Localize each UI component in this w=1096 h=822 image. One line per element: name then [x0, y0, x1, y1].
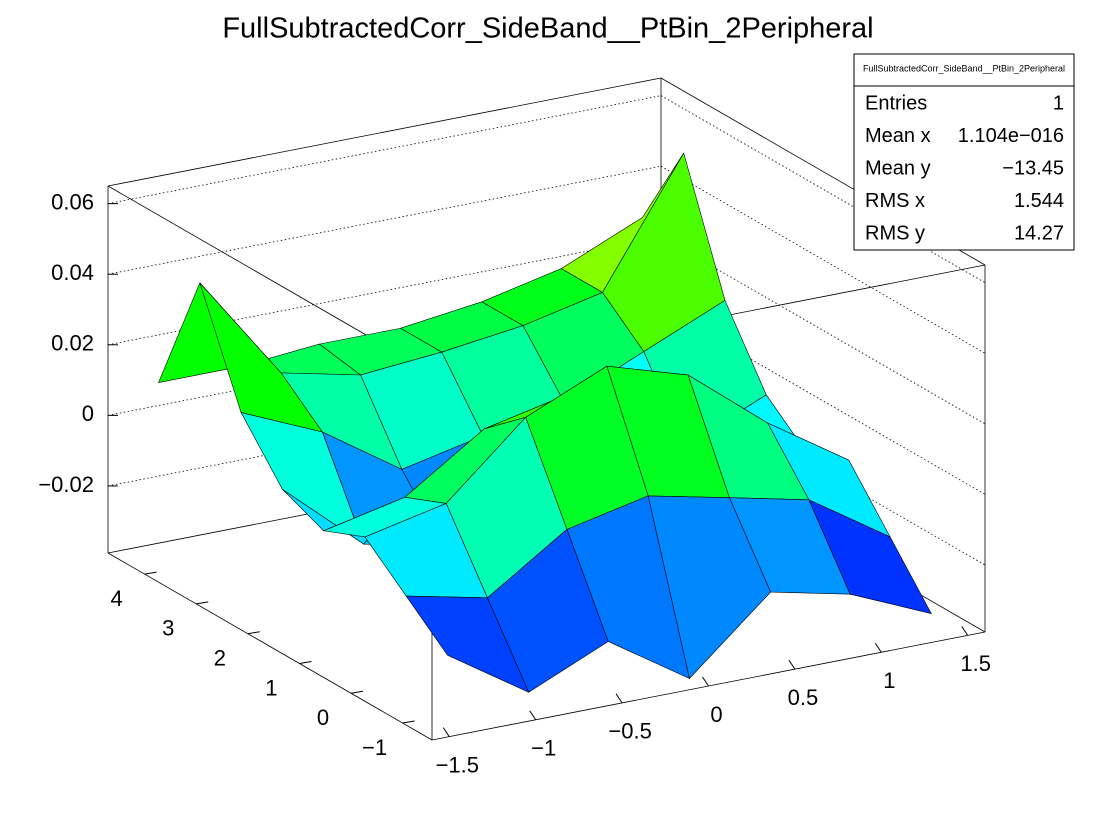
y-tick-label: 1: [265, 675, 277, 700]
x-tick-label: 1.5: [960, 651, 991, 676]
stats-label: RMS x: [865, 190, 925, 212]
stats-box: [853, 53, 1075, 251]
stats-label: Mean y: [865, 157, 931, 179]
box-edge: [107, 77, 662, 187]
z-tick-label: 0.02: [51, 331, 94, 356]
x-tick: [702, 676, 709, 687]
box-edge: [107, 552, 433, 741]
stats-value: 14.27: [1014, 222, 1064, 244]
stats-value: −13.45: [1002, 157, 1064, 179]
z-tick-label: 0.04: [51, 260, 94, 285]
x-tick-label: 0: [710, 702, 722, 727]
y-tick-label: 0: [317, 705, 329, 730]
stats-value: 1.544: [1014, 190, 1064, 212]
surface-cell: [405, 595, 530, 693]
y-tick-label: 4: [111, 586, 123, 611]
x-tick: [529, 710, 537, 721]
y-tick: [299, 660, 312, 664]
y-tick: [144, 571, 157, 575]
stats-label: Entries: [865, 92, 927, 114]
x-tick: [874, 642, 882, 653]
stats-value: 1.104e−016: [958, 125, 1064, 147]
stats-title: FullSubtractedCorr_SideBand__PtBin_2Peri…: [863, 63, 1065, 73]
z-tick-label: 0: [82, 401, 94, 426]
y-tick: [402, 720, 415, 724]
x-tick-label: −0.5: [608, 719, 651, 744]
z-tick-label: 0.06: [51, 189, 94, 214]
x-tick: [788, 659, 796, 670]
y-tick: [196, 601, 209, 605]
x-tick-label: −1.5: [436, 752, 479, 777]
y-tick-label: 3: [162, 616, 174, 641]
chart-title: FullSubtractedCorr_SideBand__PtBin_2Peri…: [222, 13, 873, 45]
stats-value: 1: [1053, 92, 1064, 114]
x-tick-label: −1: [531, 736, 556, 761]
y-tick-label: −1: [362, 735, 387, 760]
x-tick-label: 0.5: [788, 685, 819, 710]
x-tick: [961, 626, 969, 636]
stats-label: Mean x: [865, 125, 931, 147]
y-tick-label: 2: [214, 646, 226, 671]
stats-label: RMS y: [865, 222, 925, 244]
z-tick-label: −0.02: [38, 472, 94, 497]
x-tick: [615, 693, 623, 704]
x-tick: [442, 727, 450, 737]
y-tick: [350, 690, 364, 694]
x-tick-label: 1: [883, 668, 895, 693]
y-tick: [247, 631, 260, 635]
